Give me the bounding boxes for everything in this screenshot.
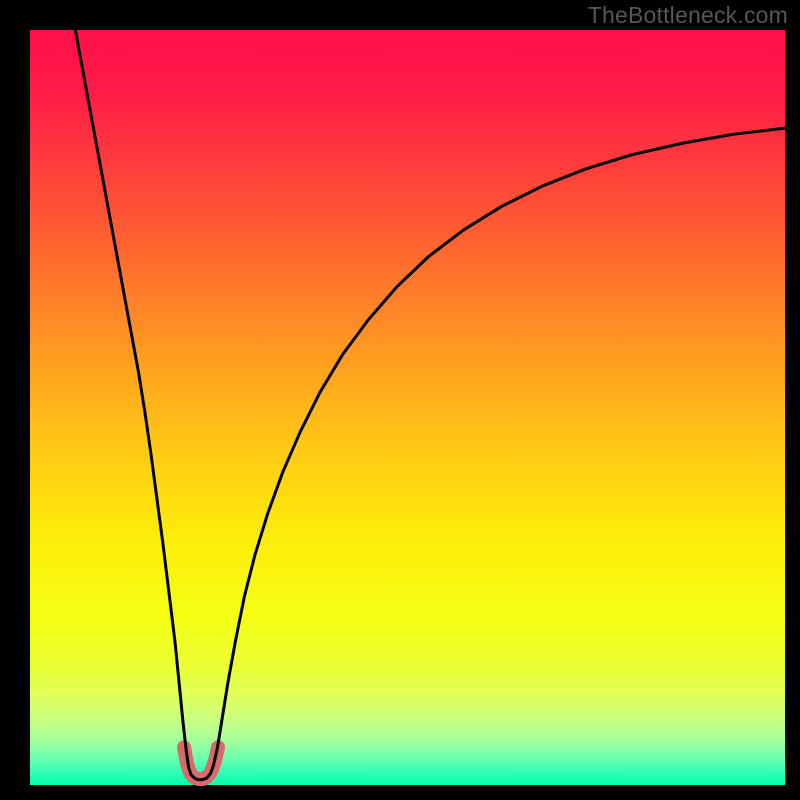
watermark-text: TheBottleneck.com — [588, 2, 788, 29]
bottleneck-line-chart — [0, 0, 800, 800]
chart-container: TheBottleneck.com — [0, 0, 800, 800]
